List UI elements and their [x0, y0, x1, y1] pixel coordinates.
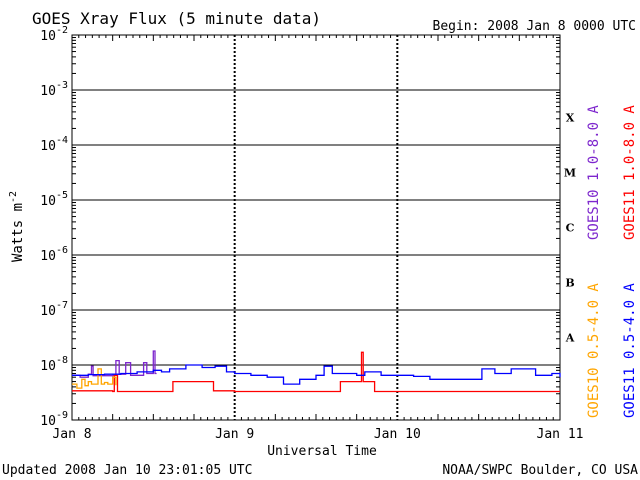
- y-tick-label: 10-9: [40, 410, 68, 429]
- y-tick-label: 10-8: [40, 355, 68, 374]
- y-axis-label-exponent: -2: [8, 191, 19, 203]
- series-line-goes11-0-5-4-0-a: [72, 364, 561, 385]
- begin-label: Begin: 2008 Jan 8 0000 UTC: [433, 19, 637, 34]
- legend-label: GOES11 1.0-8.0 A: [622, 105, 638, 240]
- y-axis-label-text: Watts m: [10, 203, 26, 262]
- legend-label: GOES10 0.5-4.0 A: [586, 283, 602, 418]
- legend-entry: GOES11 0.5-4.0 A: [622, 283, 638, 418]
- flare-class-label: C: [566, 222, 575, 235]
- legend: GOES10 1.0-8.0 A GOES11 1.0-8.0 A GOES10 0…: [586, 105, 638, 418]
- legend-entry: GOES10 0.5-4.0 A: [586, 283, 602, 418]
- flare-class-label: A: [565, 332, 575, 345]
- legend-label: GOES10 1.0-8.0 A: [586, 105, 602, 240]
- series-line-goes10-0-5-4-0-a: [72, 368, 117, 389]
- series-line-goes10-1-0-8-0-a: [72, 350, 157, 378]
- x-tick-label: Jan 11: [537, 427, 584, 442]
- x-axis-label: Universal Time: [267, 444, 377, 459]
- y-axis-label: Watts m-2: [8, 191, 26, 262]
- y-tick-label: 10-5: [40, 190, 68, 209]
- legend-entry: GOES11 1.0-8.0 A: [622, 105, 638, 240]
- source-footer: NOAA/SWPC Boulder, CO USA: [442, 463, 638, 478]
- x-tick-label: Jan 9: [215, 427, 254, 442]
- y-tick-label: 10-7: [40, 300, 68, 319]
- y-tick-label: 10-2: [40, 25, 68, 44]
- flare-class-label: M: [564, 167, 576, 180]
- x-tick-label: Jan 10: [374, 427, 421, 442]
- legend-entry: GOES10 1.0-8.0 A: [586, 105, 602, 240]
- legend-label: GOES11 0.5-4.0 A: [622, 283, 638, 418]
- y-tick-label: 10-6: [40, 245, 68, 264]
- x-tick-label: Jan 8: [52, 427, 91, 442]
- flare-class-label: X: [566, 112, 575, 125]
- flare-class-label: B: [565, 277, 574, 290]
- updated-footer: Updated 2008 Jan 10 23:01:05 UTC: [2, 463, 252, 478]
- flare-class-labels: X M C B A: [564, 112, 576, 345]
- y-tick-label: 10-3: [40, 80, 68, 99]
- series-layer: [72, 350, 561, 393]
- y-tick-label: 10-4: [40, 135, 68, 154]
- chart-title: GOES Xray Flux (5 minute data): [32, 9, 321, 28]
- x-axis-ticks: Jan 8 Jan 9 Jan 10 Jan 11: [52, 35, 583, 442]
- series-line-goes11-1-0-8-0-a: [72, 351, 560, 393]
- y-axis-ticks: 10-2 10-3 10-4 10-5 10-6 10-7 10-8 10-9: [40, 25, 560, 429]
